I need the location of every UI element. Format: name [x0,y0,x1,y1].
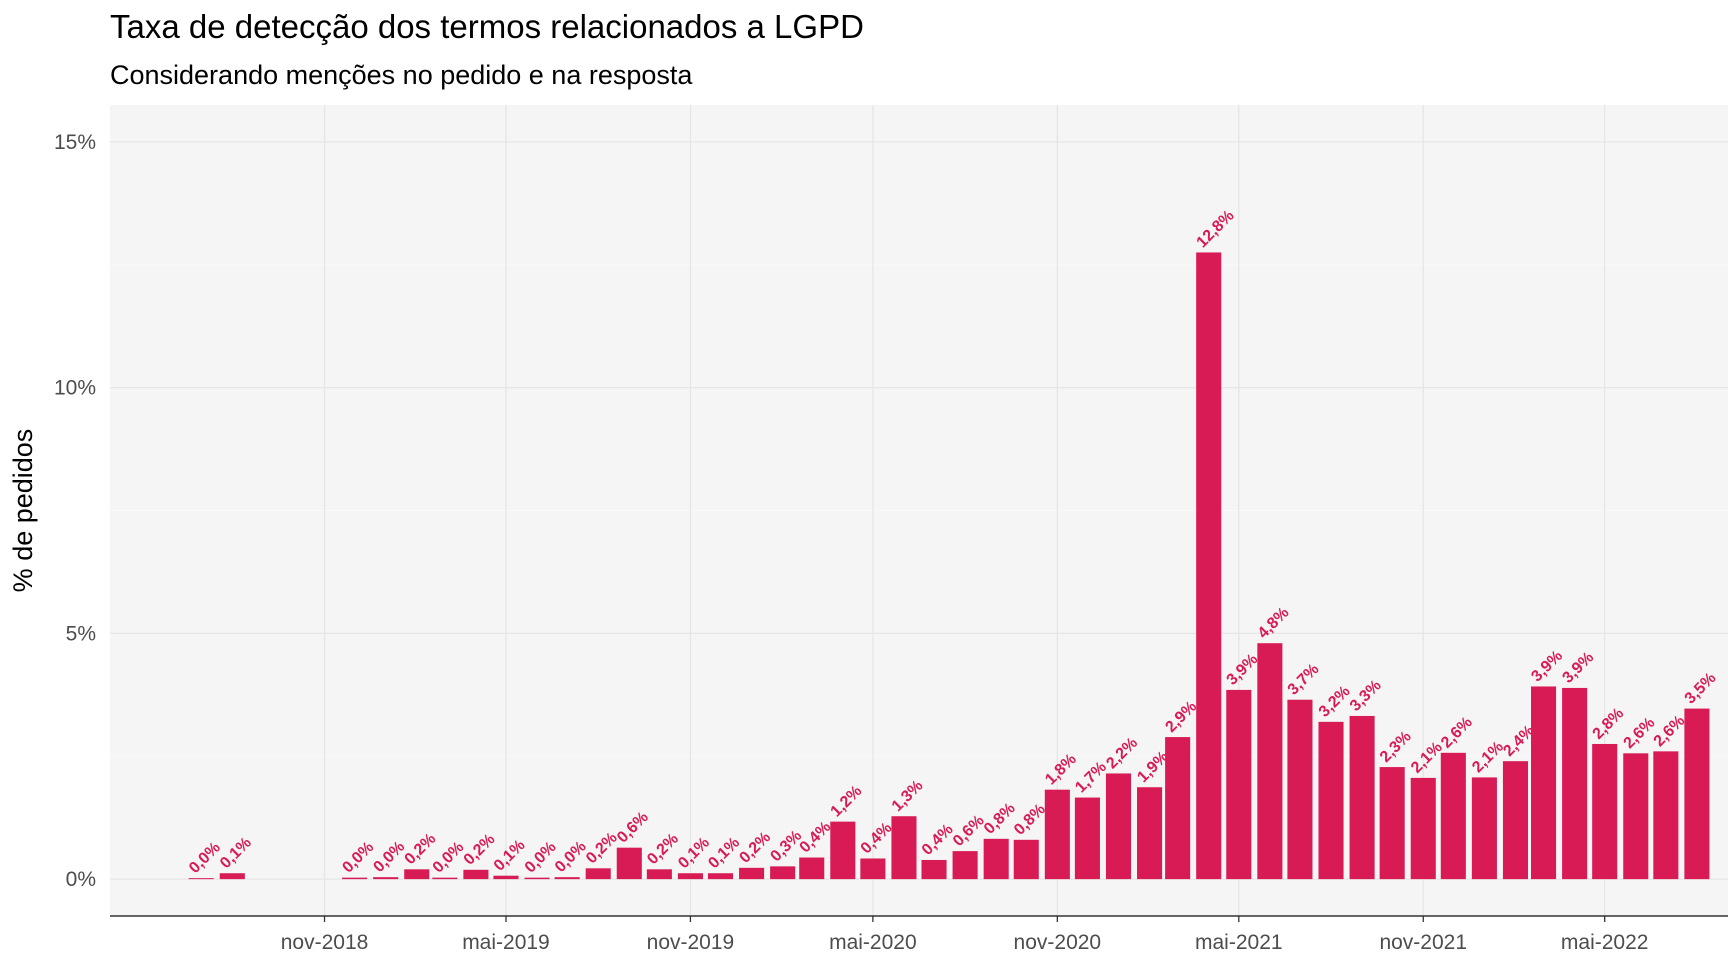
y-tick-label: 5% [66,622,96,645]
bar [1592,743,1618,880]
x-tick-label: nov-2019 [647,931,735,954]
bar [799,857,825,880]
bar [1684,708,1710,880]
chart-subtitle: Considerando menções no pedido e na resp… [110,60,693,90]
bar [1379,767,1405,880]
y-tick-label: 15% [54,131,96,154]
y-axis: 0% 5% 10% 15% [54,131,96,891]
x-tick-label: nov-2018 [281,931,369,954]
x-tick-label: mai-2020 [829,931,917,954]
bar [373,877,399,880]
bar [739,867,765,880]
bar [983,838,1009,880]
bar [188,878,214,880]
bar [707,873,734,880]
x-tick-label: nov-2021 [1379,931,1467,954]
bar [463,869,489,880]
bar [585,868,611,880]
bar [1623,753,1649,880]
bar [219,873,245,880]
bars [188,252,1710,880]
bar [952,851,978,880]
bar [493,875,519,880]
bar [1502,761,1529,880]
bar [524,877,550,880]
bar [1287,699,1313,880]
bar [1074,797,1100,880]
bar [1044,789,1070,880]
bar [770,866,796,880]
bar [891,816,917,880]
bar [1226,689,1252,880]
bar [1196,252,1222,880]
bar [921,859,947,880]
bar [432,877,458,880]
x-tick-label: mai-2021 [1195,931,1283,954]
bar [1257,643,1283,880]
bar [830,821,856,880]
bar [404,869,430,880]
bar [677,873,703,880]
x-tick-label: mai-2019 [462,931,550,954]
bar [616,847,642,880]
bar [1562,687,1588,880]
chart-title: Taxa de detecção dos termos relacionados… [110,8,864,45]
bar [1137,787,1163,880]
y-tick-label: 0% [66,868,96,891]
x-tick-label: nov-2020 [1014,931,1102,954]
bar [1318,721,1344,880]
bar [1165,737,1191,880]
x-tick-label: mai-2022 [1561,931,1649,954]
x-axis: nov-2018 mai-2019 nov-2019 mai-2020 nov-2020… [281,916,1649,954]
y-axis-title: % de pedidos [8,429,38,593]
bar [1105,773,1132,880]
bar [1653,751,1679,880]
bar [1471,777,1497,880]
bar [554,877,580,880]
bar [1531,686,1557,880]
bar [1410,777,1436,880]
bar [860,858,886,880]
bar [342,877,368,880]
bar [1013,839,1039,880]
y-tick-label: 10% [54,377,96,400]
bar [1349,715,1375,880]
bar [646,869,672,880]
bar [1440,752,1466,880]
